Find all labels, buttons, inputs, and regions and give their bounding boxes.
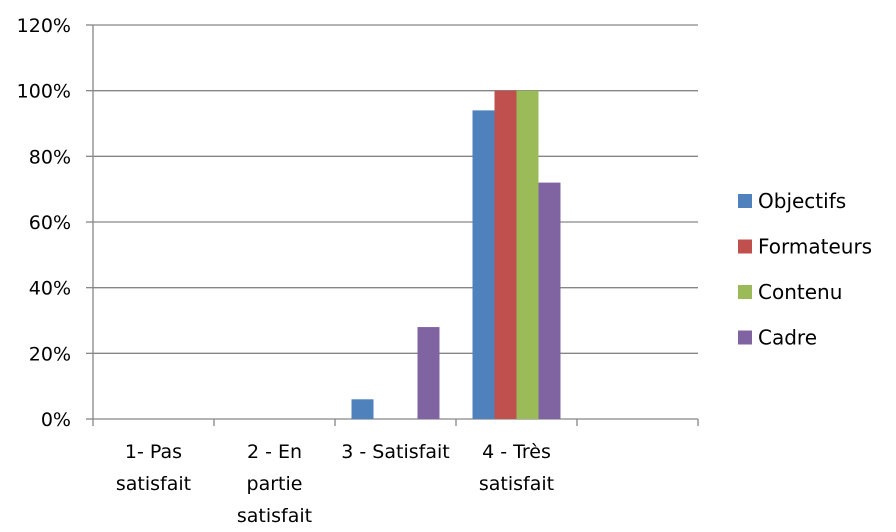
legend-label: Formateurs	[758, 235, 872, 259]
x-category-label: satisfait	[237, 505, 312, 527]
y-tick-label: 20%	[29, 343, 71, 365]
x-category-label: 1- Pas	[125, 441, 182, 463]
legend-swatch	[738, 285, 752, 299]
bar-cadre	[538, 182, 561, 419]
bar-objectifs	[351, 399, 374, 419]
y-tick-label: 80%	[29, 146, 71, 168]
legend-label: Cadre	[758, 326, 817, 350]
legend-label: Objectifs	[758, 189, 846, 213]
bar-cadre	[417, 327, 440, 419]
bar-objectifs	[472, 110, 495, 419]
legend-swatch	[738, 239, 752, 254]
x-category-label: 4 - Très	[482, 441, 551, 463]
legend-swatch	[738, 330, 752, 345]
y-tick-label: 100%	[17, 81, 71, 103]
y-tick-label: 0%	[41, 409, 71, 431]
x-category-label: satisfait	[116, 473, 191, 495]
x-category-label: 3 - Satisfait	[341, 441, 449, 463]
y-tick-label: 40%	[29, 278, 71, 300]
bar-formateurs	[494, 90, 517, 420]
y-tick-label: 120%	[17, 15, 71, 37]
legend-swatch	[738, 194, 752, 208]
x-category-label: satisfait	[479, 473, 554, 495]
x-category-label: partie	[247, 473, 303, 495]
bar-contenu	[516, 90, 539, 420]
legend-label: Contenu	[758, 280, 842, 304]
x-category-label: 2 - En	[247, 441, 302, 463]
y-tick-label: 60%	[29, 212, 71, 234]
